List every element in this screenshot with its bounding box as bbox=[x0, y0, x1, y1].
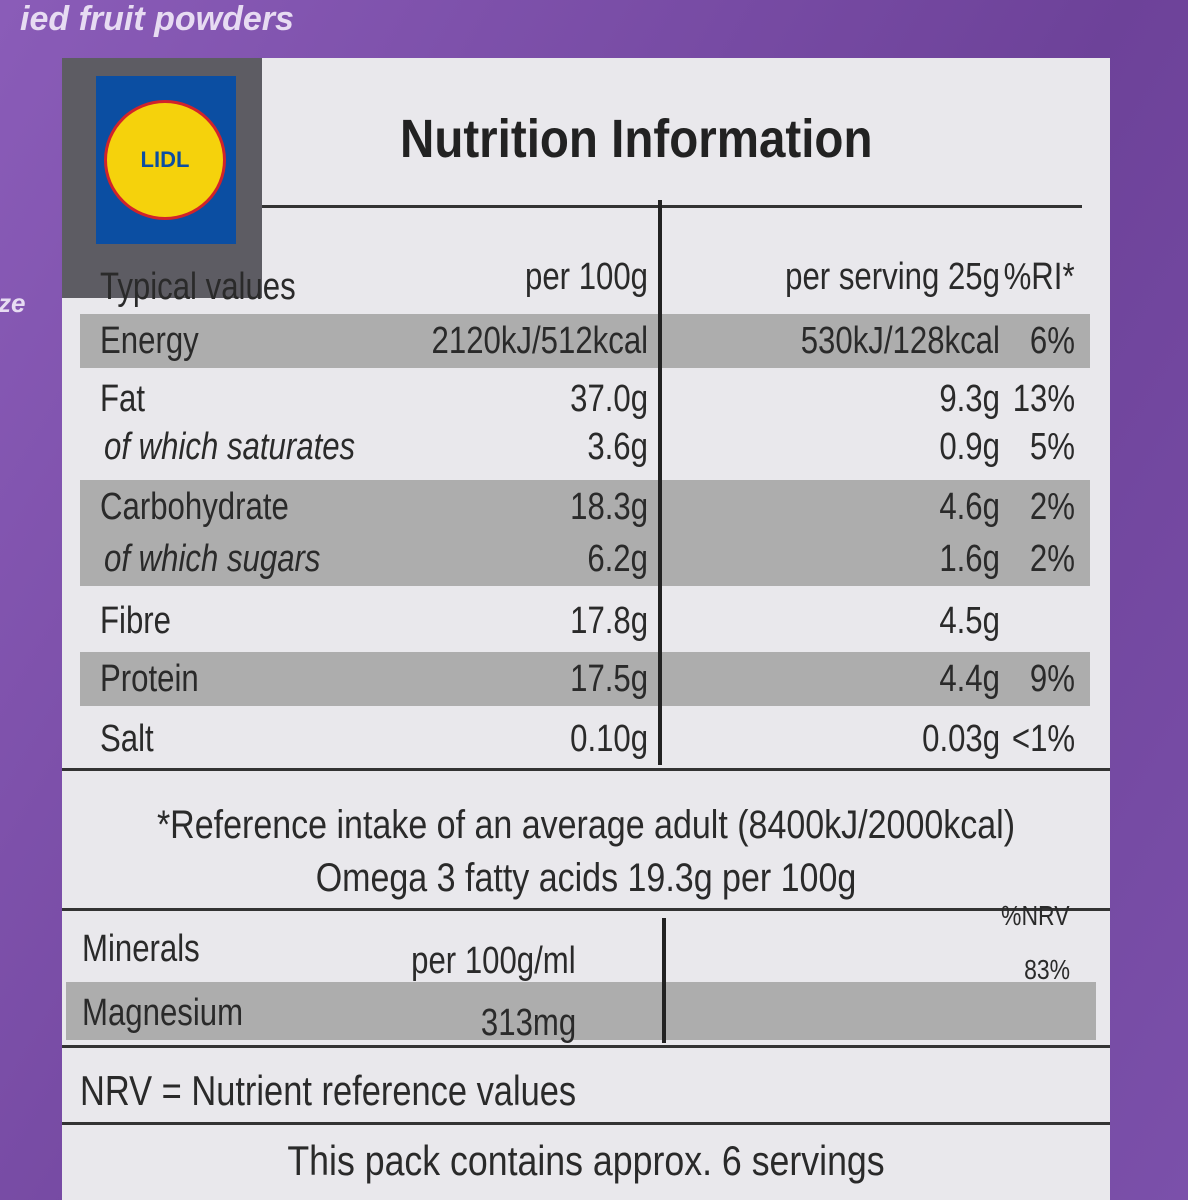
background-text: ze bbox=[0, 288, 26, 318]
cell: Protein bbox=[100, 658, 199, 700]
column-divider bbox=[658, 200, 662, 765]
footnote: *Reference intake of an average adult (8… bbox=[156, 803, 1016, 847]
divider bbox=[62, 768, 1110, 771]
cell: 313mg bbox=[480, 1002, 576, 1044]
row-shade bbox=[80, 652, 1090, 706]
cell: 17.8g bbox=[570, 600, 648, 642]
cell: Carbohydrate bbox=[100, 486, 289, 528]
cell: 2% bbox=[1029, 486, 1075, 528]
nrv-note: NRV = Nutrient reference values bbox=[80, 1067, 577, 1114]
divider bbox=[62, 1122, 1110, 1125]
cell: 0.9g bbox=[939, 426, 1000, 468]
cell: 13% bbox=[1012, 378, 1075, 420]
cell: Fat bbox=[100, 378, 146, 420]
cell: <1% bbox=[1011, 718, 1075, 760]
cell: %RI* bbox=[1004, 256, 1075, 298]
cell: per 100g bbox=[524, 256, 648, 298]
cell: 5% bbox=[1029, 426, 1075, 468]
title: Nutrition Information bbox=[400, 109, 873, 169]
cell: of which saturates bbox=[104, 426, 356, 468]
cell: Fibre bbox=[100, 600, 171, 642]
row-shade bbox=[80, 480, 1090, 532]
cell: 17.5g bbox=[570, 658, 648, 700]
cell: 2% bbox=[1029, 538, 1075, 580]
cell: Salt bbox=[100, 718, 154, 760]
header-cell: per 100g/ml bbox=[411, 940, 576, 982]
cell: 3.6g bbox=[587, 426, 648, 468]
cell: 4.4g bbox=[939, 658, 1000, 700]
cell: per serving 25g bbox=[785, 256, 1000, 298]
footnote: Omega 3 fatty acids 19.3g per 100g bbox=[315, 856, 857, 900]
cell: 9% bbox=[1029, 658, 1075, 700]
column-divider bbox=[662, 918, 666, 1043]
divider bbox=[62, 908, 1110, 911]
cell: 6% bbox=[1029, 320, 1075, 362]
cell: 18.3g bbox=[570, 486, 648, 528]
divider bbox=[62, 1045, 1110, 1048]
divider bbox=[262, 205, 1082, 208]
cell: 37.0g bbox=[570, 378, 648, 420]
cell: 530kJ/128kcal bbox=[800, 320, 1000, 362]
cell: Energy bbox=[100, 320, 199, 362]
header-cell: %NRV bbox=[1001, 900, 1070, 931]
cell: 4.5g bbox=[939, 600, 1000, 642]
cell: 4.6g bbox=[939, 486, 1000, 528]
cell: of which sugars bbox=[104, 538, 321, 580]
background-text: ied fruit powders bbox=[20, 0, 294, 38]
row-shade bbox=[80, 314, 1090, 368]
logo-text: LIDL bbox=[104, 100, 226, 220]
row-shade bbox=[66, 982, 1096, 1040]
cell: 2120kJ/512kcal bbox=[431, 320, 648, 362]
cell: 0.03g bbox=[922, 718, 1000, 760]
header-cell: Typical values bbox=[100, 266, 296, 308]
servings-note: This pack contains approx. 6 servings bbox=[287, 1137, 885, 1184]
cell: Magnesium bbox=[82, 992, 244, 1034]
cell: 83% bbox=[1024, 954, 1070, 985]
cell: 9.3g bbox=[939, 378, 1000, 420]
header-cell: Minerals bbox=[82, 928, 200, 970]
cell: 0.10g bbox=[570, 718, 648, 760]
cell: 6.2g bbox=[587, 538, 648, 580]
cell: 1.6g bbox=[939, 538, 1000, 580]
row-shade bbox=[80, 532, 1090, 586]
